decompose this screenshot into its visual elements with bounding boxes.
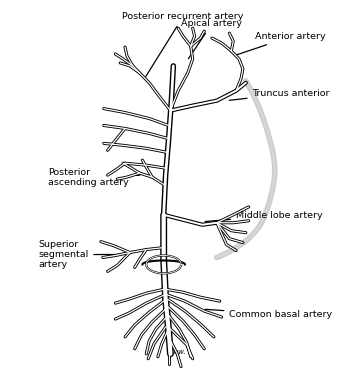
Text: Common basal artery: Common basal artery: [205, 309, 332, 319]
Text: Lew.: Lew.: [170, 349, 186, 355]
Text: Posterior
ascending artery: Posterior ascending artery: [48, 167, 140, 187]
Text: Posterior recurrent artery: Posterior recurrent artery: [122, 12, 244, 76]
Text: Truncus anterior: Truncus anterior: [229, 89, 330, 100]
Text: Superior
segmental
artery: Superior segmental artery: [38, 240, 120, 270]
Text: Anterior artery: Anterior artery: [236, 32, 326, 55]
Text: Middle lobe artery: Middle lobe artery: [205, 211, 323, 222]
Text: Apical artery: Apical artery: [181, 19, 242, 59]
